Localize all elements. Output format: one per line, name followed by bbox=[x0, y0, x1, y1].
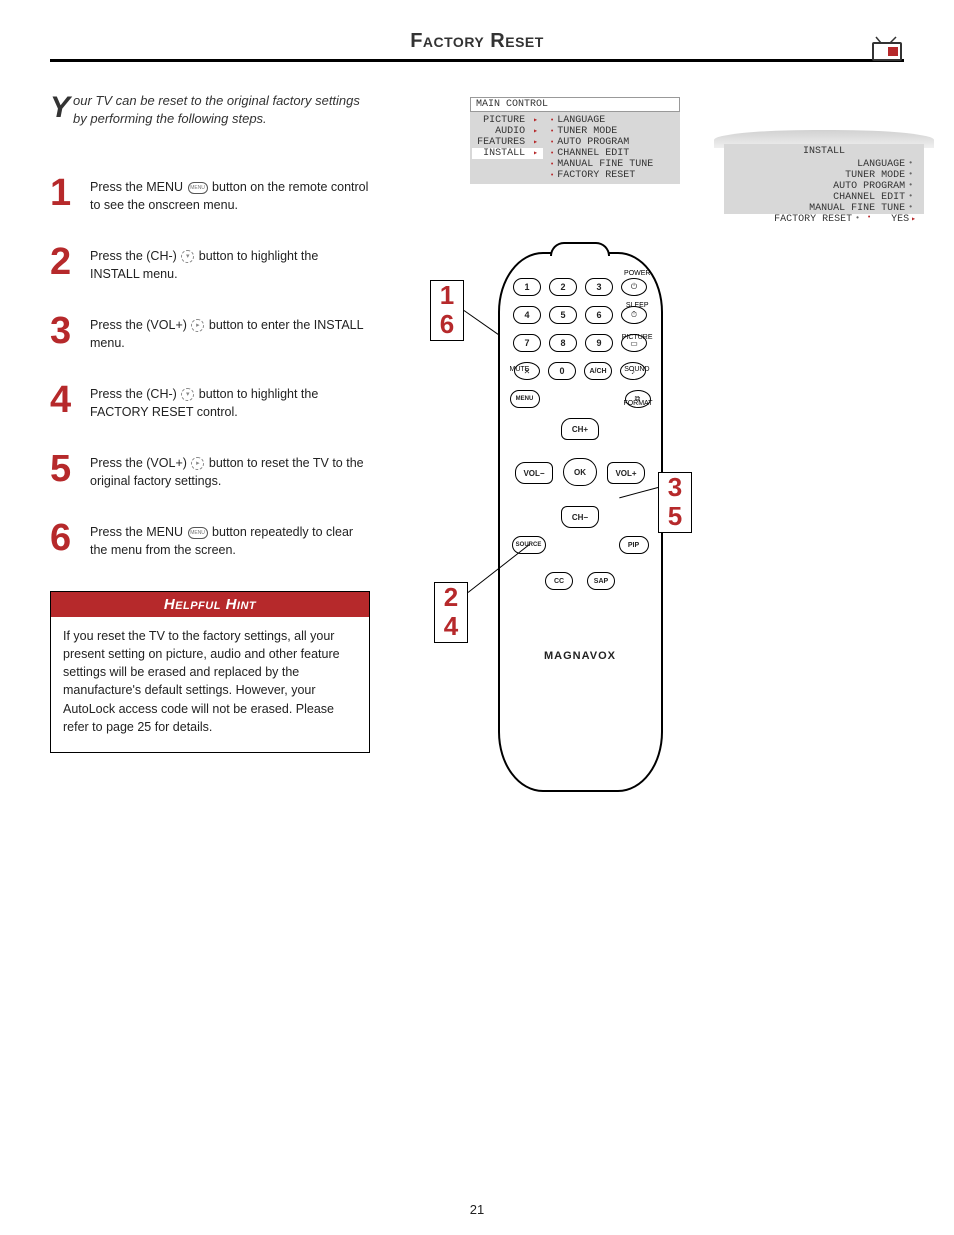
btn-9: 9 bbox=[585, 334, 613, 352]
callout-num: 6 bbox=[431, 310, 463, 339]
menu-right-item: •AUTO PROGRAM bbox=[547, 137, 678, 148]
ok-btn: OK bbox=[563, 458, 597, 486]
callout-num: 3 bbox=[659, 473, 691, 502]
ch-plus-btn: CH+ bbox=[561, 418, 599, 440]
menu-left-item: INSTALL ▸ bbox=[472, 148, 543, 159]
btn-6: 6 bbox=[585, 306, 613, 324]
install-title: INSTALL bbox=[724, 144, 924, 159]
step-number: 6 bbox=[50, 522, 90, 559]
step-number: 3 bbox=[50, 315, 90, 352]
install-item: FACTORY RESET••YES▸ bbox=[724, 214, 924, 225]
callout-2-4: 2 4 bbox=[434, 582, 468, 643]
main-control-menu: MAIN CONTROL PICTURE ▸AUDIO ▸FEATURES ▸I… bbox=[470, 97, 680, 184]
step: 6Press the MENU MENU button repeatedly t… bbox=[50, 522, 370, 559]
btn-1: 1 bbox=[513, 278, 541, 296]
btn-3: 3 bbox=[585, 278, 613, 296]
step: 2Press the (CH-) ▾ button to highlight t… bbox=[50, 246, 370, 283]
step-number: 2 bbox=[50, 246, 90, 283]
remote-diagram: POWER 123⏻ SLEEP 456⏱ PICTURE 789▭ MUTE … bbox=[470, 252, 690, 792]
menu-right-item: •CHANNEL EDIT bbox=[547, 148, 678, 159]
install-item: LANGUAGE• bbox=[724, 159, 924, 170]
menu-right-item: •FACTORY RESET bbox=[547, 170, 678, 181]
inline-button-icon: ▾ bbox=[181, 388, 194, 401]
step-text: Press the MENU MENU button repeatedly to… bbox=[90, 522, 370, 559]
remote-dome bbox=[550, 242, 610, 256]
hint-box: Helpful Hint If you reset the TV to the … bbox=[50, 591, 370, 753]
callout-1-6: 1 6 bbox=[430, 280, 464, 341]
page-title: Factory Reset bbox=[50, 30, 904, 53]
intro-text: Your TV can be reset to the original fac… bbox=[50, 92, 370, 127]
pip-btn: PIP bbox=[619, 536, 649, 554]
menu-right-item: •LANGUAGE bbox=[547, 115, 678, 126]
title-rule bbox=[50, 59, 904, 62]
step: 4Press the (CH-) ▾ button to highlight t… bbox=[50, 384, 370, 421]
power-btn: ⏻ bbox=[621, 278, 647, 296]
install-item: TUNER MODE• bbox=[724, 170, 924, 181]
inline-button-icon: ▸ bbox=[191, 457, 204, 470]
install-item: MANUAL FINE TUNE• bbox=[724, 203, 924, 214]
inline-button-icon: MENU bbox=[188, 527, 208, 539]
menu-left-item: PICTURE ▸ bbox=[472, 115, 543, 126]
hint-body: If you reset the TV to the factory setti… bbox=[51, 617, 369, 752]
step-text: Press the (CH-) ▾ button to highlight th… bbox=[90, 246, 370, 283]
install-item: AUTO PROGRAM• bbox=[724, 181, 924, 192]
picture-btn: ▭ bbox=[621, 334, 647, 352]
step-text: Press the MENU MENU button on the remote… bbox=[90, 177, 370, 214]
power-label: POWER bbox=[624, 270, 650, 277]
brand-label: MAGNAVOX bbox=[500, 650, 661, 662]
btn-7: 7 bbox=[513, 334, 541, 352]
intro-dropcap: Y bbox=[50, 94, 70, 121]
btn-4: 4 bbox=[513, 306, 541, 324]
btn-2: 2 bbox=[549, 278, 577, 296]
step: 5Press the (VOL+) ▸ button to reset the … bbox=[50, 453, 370, 490]
menu-left-item: AUDIO ▸ bbox=[472, 126, 543, 137]
ach-btn: A/CH bbox=[584, 362, 612, 380]
callout-num: 2 bbox=[435, 583, 467, 612]
menu-btn: MENU bbox=[510, 390, 540, 408]
callout-num: 1 bbox=[431, 281, 463, 310]
nav-pad: CH+ VOL− OK VOL+ CH− bbox=[515, 418, 645, 528]
sound-btn: ♪ bbox=[620, 362, 646, 380]
intro-body: our TV can be reset to the original fact… bbox=[73, 93, 360, 126]
menu-right-item: •MANUAL FINE TUNE bbox=[547, 159, 678, 170]
step-number: 4 bbox=[50, 384, 90, 421]
step-text: Press the (CH-) ▾ button to highlight th… bbox=[90, 384, 370, 421]
btn-5: 5 bbox=[549, 306, 577, 324]
callout-num: 5 bbox=[659, 502, 691, 531]
vol-plus-btn: VOL+ bbox=[607, 462, 645, 484]
callout-num: 4 bbox=[435, 612, 467, 641]
hint-title: Helpful Hint bbox=[51, 592, 369, 617]
step-number: 5 bbox=[50, 453, 90, 490]
menu-left-item: FEATURES ▸ bbox=[472, 137, 543, 148]
install-item: CHANNEL EDIT• bbox=[724, 192, 924, 203]
step: 3Press the (VOL+) ▸ button to enter the … bbox=[50, 315, 370, 352]
menu-right-item: •TUNER MODE bbox=[547, 126, 678, 137]
ch-minus-btn: CH− bbox=[561, 506, 599, 528]
btn-0: 0 bbox=[548, 362, 576, 380]
format-btn: ⧉ bbox=[625, 390, 651, 408]
btn-8: 8 bbox=[549, 334, 577, 352]
step-number: 1 bbox=[50, 177, 90, 214]
step-text: Press the (VOL+) ▸ button to reset the T… bbox=[90, 453, 370, 490]
tv-icon bbox=[870, 36, 904, 62]
step-text: Press the (VOL+) ▸ button to enter the I… bbox=[90, 315, 370, 352]
sleep-btn: ⏱ bbox=[621, 306, 647, 324]
install-menu: INSTALL LANGUAGE•TUNER MODE•AUTO PROGRAM… bbox=[724, 144, 924, 225]
menu-header: MAIN CONTROL bbox=[470, 97, 680, 112]
vol-minus-btn: VOL− bbox=[515, 462, 553, 484]
cc-btn: CC bbox=[545, 572, 573, 590]
step: 1Press the MENU MENU button on the remot… bbox=[50, 177, 370, 214]
callout-3-5: 3 5 bbox=[658, 472, 692, 533]
inline-button-icon: MENU bbox=[188, 182, 208, 194]
inline-button-icon: ▸ bbox=[191, 319, 204, 332]
page-number: 21 bbox=[0, 1202, 954, 1217]
mute-btn: ✕ bbox=[514, 362, 540, 380]
inline-button-icon: ▾ bbox=[181, 250, 194, 263]
sap-btn: SAP bbox=[587, 572, 615, 590]
